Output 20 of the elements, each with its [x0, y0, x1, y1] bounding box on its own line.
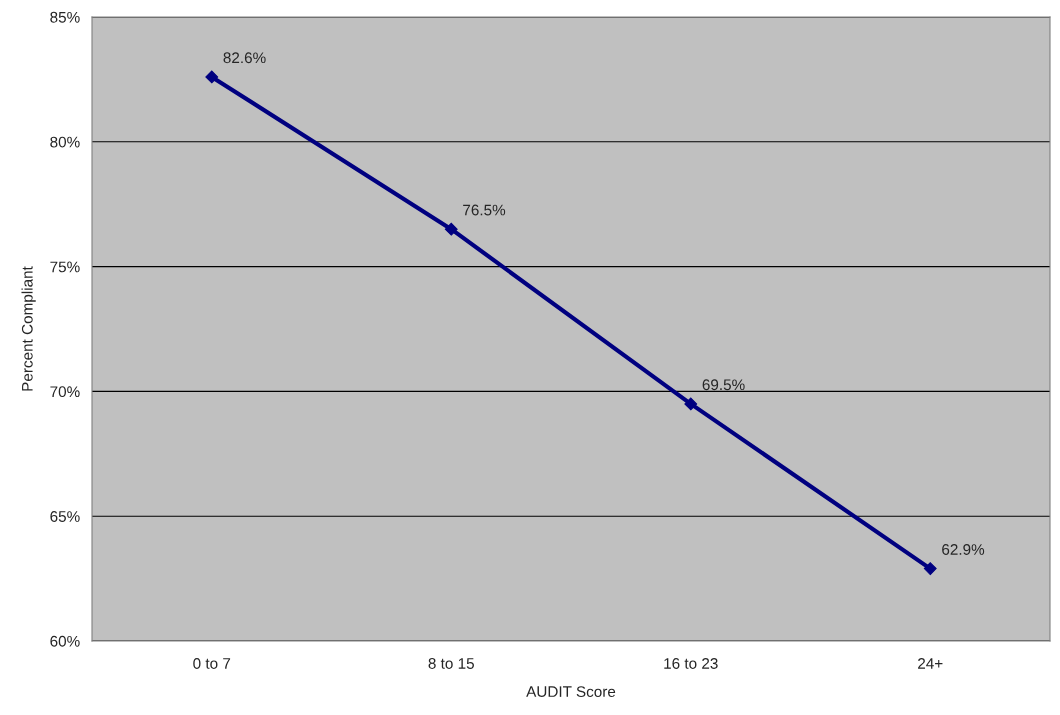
y-tick-label: 80%: [50, 136, 80, 148]
point: [923, 562, 937, 576]
y-tick-label: 85%: [50, 11, 80, 23]
data-label: 62.9%: [942, 544, 985, 555]
y-tick-label: 70%: [50, 386, 80, 398]
x-tick-label: 24+: [918, 658, 943, 669]
data-label: 82.6%: [223, 52, 266, 64]
y-axis-title: Percent Compliant: [21, 266, 36, 391]
data-label: 69.5%: [702, 379, 745, 391]
y-tick-label: 65%: [50, 511, 80, 522]
point: [684, 397, 698, 411]
point: [444, 222, 458, 236]
y-tick-label: 60%: [50, 635, 80, 647]
data-label: 76.5%: [463, 204, 506, 216]
x-axis-title: AUDIT Score: [526, 686, 616, 698]
y-tick-label: 75%: [50, 261, 80, 273]
x-tick-label: 8 to 15: [428, 658, 474, 669]
x-tick-label: 0 to 7: [193, 658, 231, 669]
point: [205, 70, 219, 84]
x-tick-label: 16 to 23: [664, 658, 718, 669]
